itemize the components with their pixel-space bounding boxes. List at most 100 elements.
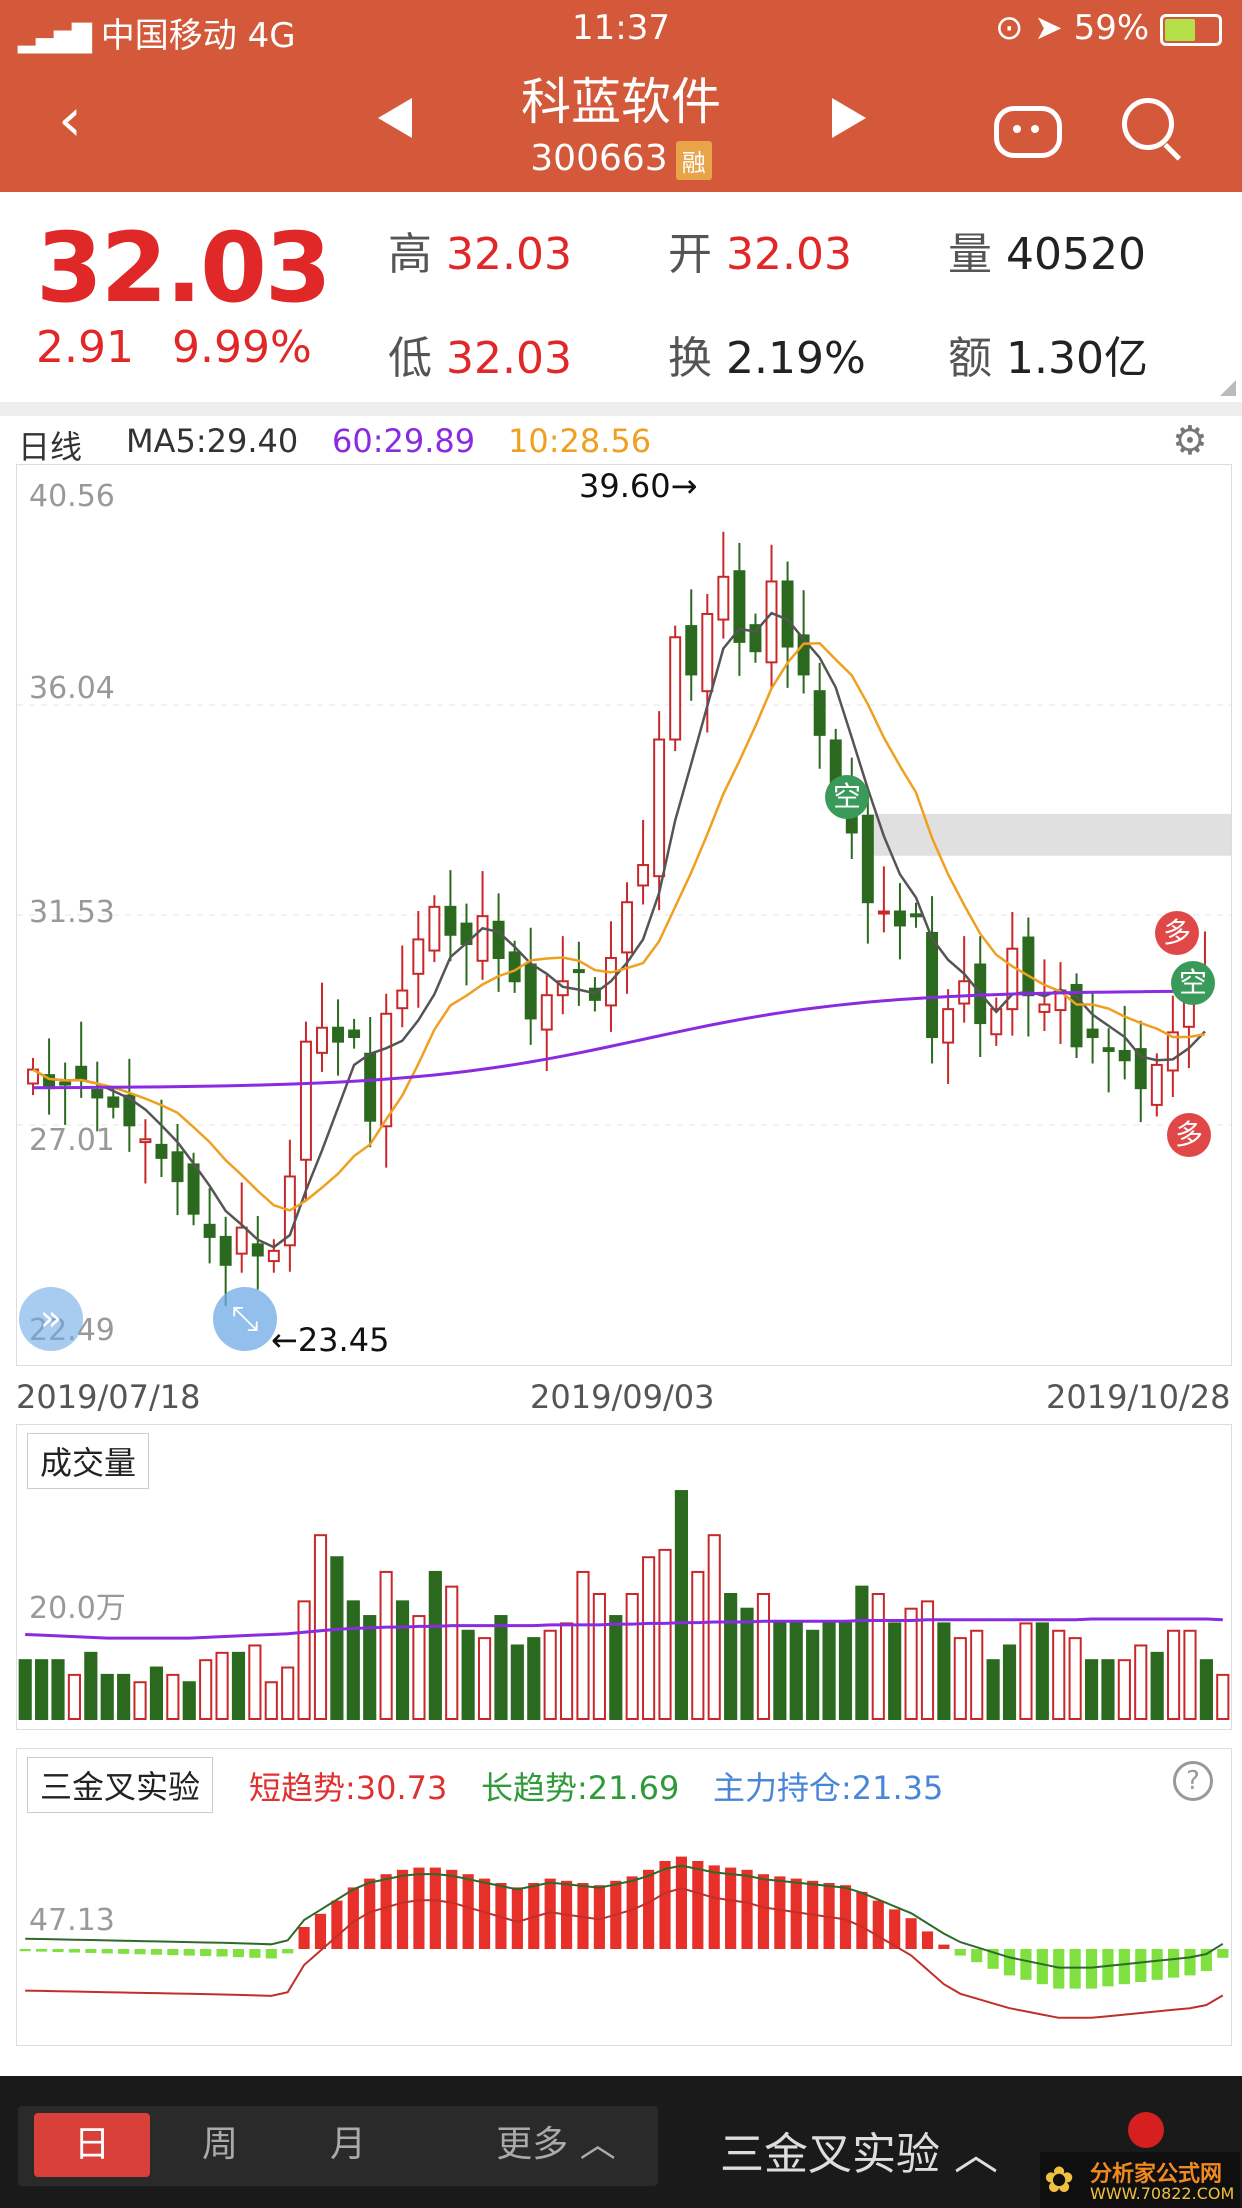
volume-bar [412,1615,426,1720]
candle-body [508,951,521,983]
indicator-bar [1020,1949,1032,1980]
expand-corner-icon[interactable] [1220,380,1236,396]
volume-bar [1002,1644,1017,1720]
more-menu[interactable]: 更多 ︿ [486,2113,626,2177]
tab-week[interactable]: 周 [201,2124,238,2165]
quote-volume: 量 40520 [948,218,1146,282]
volume-bar [658,1548,672,1720]
candle-body [155,1143,168,1159]
fullscreen-button[interactable]: ⤡ [213,1287,277,1351]
lock-rotation-icon: ⊙ [994,8,1024,48]
volume-bar [986,1659,1000,1720]
robot-icon[interactable] [994,106,1062,158]
candle-body [107,1096,120,1108]
signal-icon: ▂▄▆█ [18,24,92,54]
volume-bar [1183,1629,1197,1720]
volume-bar [642,1556,656,1720]
candle-body [139,1138,152,1144]
indicator-bar [839,1885,852,1949]
indicator-selector-label: 三金叉实验 [720,2129,940,2180]
kline-chart[interactable] [17,465,1231,1365]
candle-body [1086,1028,1099,1039]
indicator-bar [544,1878,556,1949]
indicator-bar [265,1949,277,1959]
high-label: 高 [388,229,432,280]
candle-body [877,910,890,915]
indicator-bar [134,1949,146,1955]
volume-bar [1068,1637,1082,1720]
indicator-axis-label: 47.13 [29,1903,115,1938]
short-trend-line [25,1887,1224,2019]
candle-body [492,920,505,959]
volume-bar [264,1681,278,1720]
candle-body [524,963,537,1020]
battery-status: ⊙ ➤ 59% [995,8,1222,48]
next-stock-button[interactable] [832,98,866,138]
indicator-bar [774,1876,786,1949]
candle-body [428,905,441,952]
volume-chart[interactable] [17,1425,1231,1729]
volume-bar [445,1585,459,1720]
indicator-bar [478,1878,491,1949]
indicator-bar [1200,1949,1212,1971]
indicator-bar [675,1856,687,1949]
volume-bar [231,1651,246,1720]
candle-body [669,636,682,741]
candle-body [701,613,714,693]
indicator-bar [889,1909,901,1949]
indicator-bar [1085,1949,1098,1989]
candle-body [861,814,874,904]
indicator-bar [872,1900,884,1949]
search-icon[interactable] [1122,98,1182,161]
indicator-bar [741,1869,753,1949]
candle-body [332,1026,345,1043]
tab-month[interactable]: 月 [329,2124,366,2165]
indicator-bar [1184,1949,1196,1976]
indicator-bar [314,1913,327,1949]
volume-bar [100,1673,114,1720]
quote-amount: 额 1.30亿 [948,322,1148,386]
indicator-bar [971,1949,983,1963]
amount-label: 额 [948,333,992,384]
candle-body [813,690,826,736]
volume-bar [740,1607,754,1721]
volume-bar [560,1622,574,1720]
indicator-bar [511,1887,523,1949]
volume-bar [297,1600,311,1720]
indicator-bar [118,1949,130,1954]
scroll-left-button[interactable]: » [19,1287,83,1351]
signal-marker-3: 多 [1167,1113,1211,1157]
volume-bar [855,1585,869,1720]
stock-code: 300663 [530,138,668,179]
indicator-chart[interactable] [17,1749,1231,2045]
indicator-bar [643,1869,655,1949]
volume-bar [1199,1659,1213,1720]
flower-icon: ✿ [1044,2160,1075,2201]
volume-bar [35,1659,49,1720]
prev-stock-button[interactable] [378,98,412,138]
open-label: 开 [668,229,712,280]
candle-body [1102,1047,1115,1052]
volume-bar [920,1600,935,1720]
volume-panel[interactable]: 成交量 20.0万 [16,1424,1232,1730]
volume-bar [707,1534,721,1720]
indicator-title[interactable]: 三金叉实验 [27,1757,214,1813]
volume-bar [1035,1622,1049,1720]
indicator-panel[interactable]: 三金叉实验 短趋势:30.73 长趋势:21.69 主力持仓:21.35 ? 4… [16,1748,1232,2046]
candle-body [621,901,634,954]
volume-bar [1167,1629,1181,1720]
main-position-value: 主力持仓:21.35 [713,1769,944,1807]
help-icon[interactable]: ? [1173,1761,1213,1801]
volume-bar [1084,1659,1099,1720]
volume-label: 量 [948,229,992,280]
indicator-selector[interactable]: 三金叉实验 ︿ [720,2118,998,2182]
indicator-bar [1135,1949,1147,1982]
kline-panel[interactable]: 40.56 36.04 31.53 27.01 22.49 39.60→ ←23… [16,464,1232,1366]
ma5-value: MA5:29.40 [126,422,299,460]
gear-icon[interactable]: ⚙ [1172,418,1208,464]
low-annotation: ←23.45 [271,1321,390,1359]
long-trend-value: 长趋势:21.69 [481,1769,680,1807]
back-button[interactable]: ‹ [58,85,82,155]
tab-day[interactable]: 日 [34,2113,150,2177]
